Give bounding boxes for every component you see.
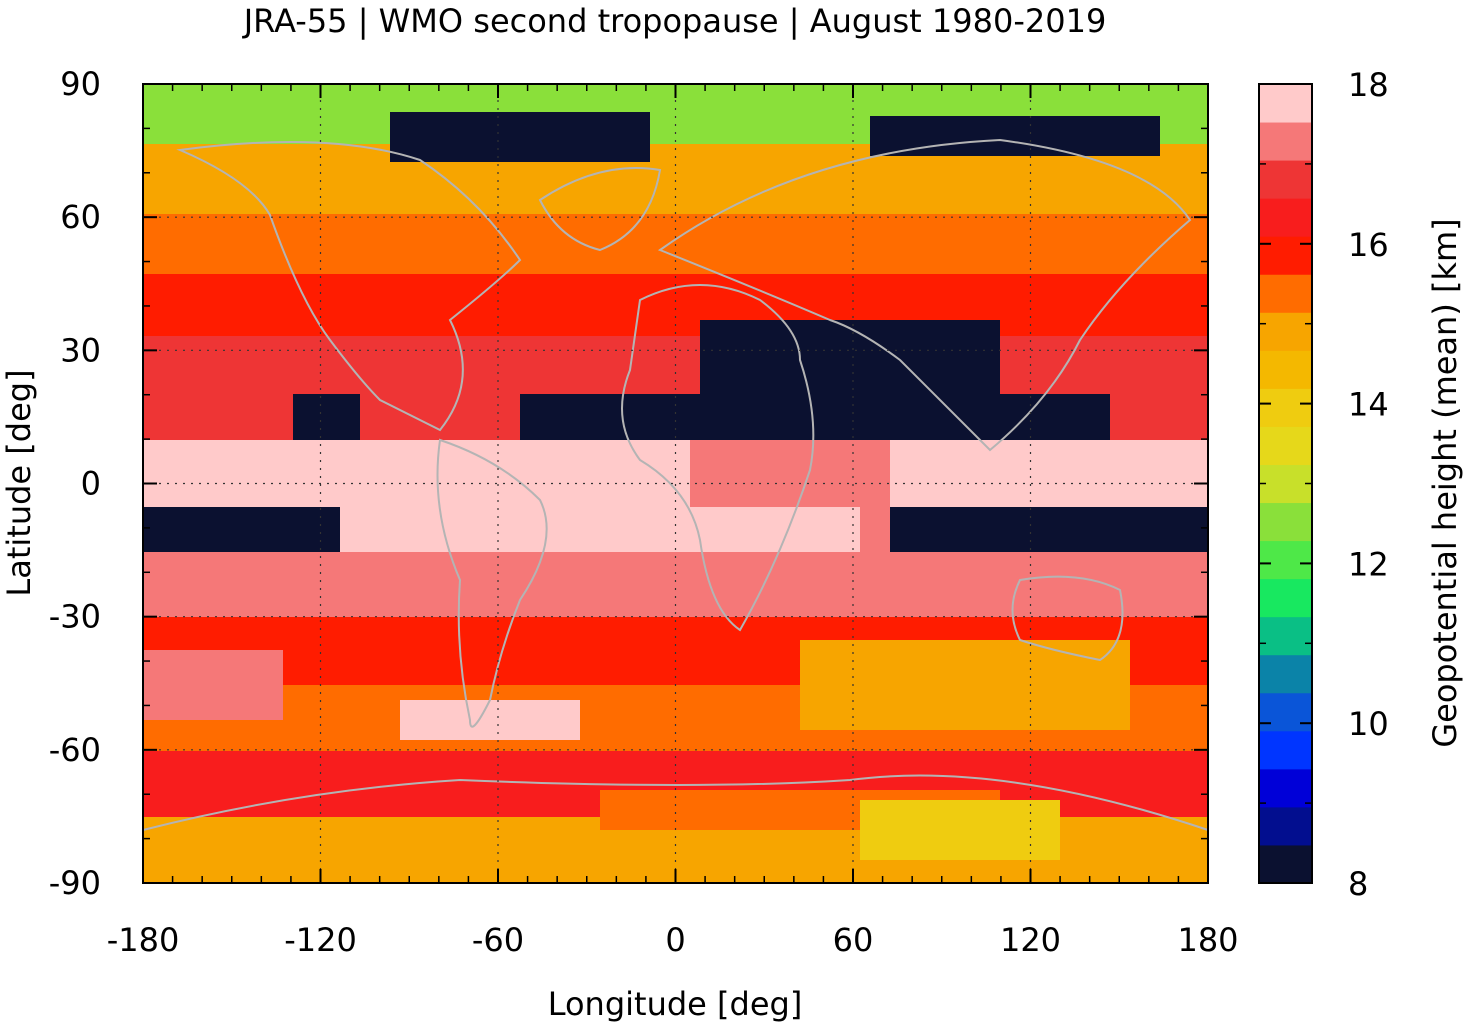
x-tick-label: -120 — [284, 921, 357, 959]
coastlines — [142, 138, 1209, 831]
colorbar-level — [1259, 540, 1312, 580]
patch-arctic-dark-2 — [870, 116, 1160, 156]
colorbar-level — [1259, 122, 1312, 161]
y-tick-label: -30 — [49, 598, 101, 636]
colorbar-level — [1259, 160, 1312, 199]
y-tick-label: -60 — [49, 731, 101, 769]
patch-southern-ocean-3 — [400, 700, 580, 740]
colorbar-tick-label: 14 — [1348, 386, 1389, 424]
y-axis-label: Latitude [deg] — [0, 369, 38, 596]
colorbar-level — [1259, 692, 1312, 732]
axis-ticks — [142, 83, 1209, 884]
colorbar-level — [1259, 274, 1312, 313]
coastline-africa-europe — [621, 284, 815, 632]
y-tick-label: 30 — [60, 331, 101, 369]
colorbar-tick-label: 16 — [1348, 226, 1389, 264]
colorbar-level — [1259, 768, 1312, 808]
x-axis-label: Longitude [deg] — [548, 985, 803, 1023]
band-equator — [143, 440, 1208, 507]
colorbar-ticks: 18 16 14 12 10 8 — [1259, 66, 1389, 903]
x-tick-label: 180 — [1177, 921, 1238, 959]
band-north-jet — [143, 274, 1208, 336]
colorbar-level — [1259, 312, 1312, 351]
x-tick-labels: -180 -120 -60 0 60 120 180 — [107, 921, 1239, 959]
y-tick-label: 60 — [60, 198, 101, 236]
y-tick-labels: 90 60 30 0 -30 -60 -90 — [49, 65, 101, 902]
y-tick-label: 0 — [81, 465, 101, 503]
x-tick-label: 60 — [833, 921, 874, 959]
patch-arctic-dark-1 — [390, 112, 650, 162]
x-tick-label: 120 — [1000, 921, 1061, 959]
plot-area — [142, 83, 1209, 884]
colorbar-level — [1259, 806, 1312, 846]
coastline-north-america — [176, 141, 522, 432]
coastline-eurasia — [657, 138, 1192, 452]
band-north-gap — [143, 394, 1208, 440]
colorbar-level — [1259, 730, 1312, 770]
colorbar-level — [1259, 844, 1312, 884]
coastline-greenland — [538, 167, 662, 252]
coastline-antarctica — [142, 774, 1209, 831]
grid-lines — [143, 84, 1208, 883]
colorbar-tick-label: 12 — [1348, 545, 1389, 583]
coastline-south-america — [436, 438, 548, 728]
x-tick-label: 0 — [665, 921, 685, 959]
colorbar-level — [1259, 426, 1312, 465]
x-tick-label: -180 — [107, 921, 180, 959]
colorbar-level — [1259, 198, 1312, 237]
colorbar-level — [1259, 502, 1312, 542]
colorbar-tick-label: 10 — [1348, 705, 1389, 743]
colorbar-tick-label: 8 — [1348, 865, 1368, 903]
chart-title: JRA-55 | WMO second tropopause | August … — [242, 2, 1107, 40]
band-south-subtropics — [143, 552, 1208, 617]
colorbar-level — [1259, 464, 1312, 504]
x-tick-label: -60 — [472, 921, 524, 959]
colorbar — [1259, 84, 1312, 884]
patch-gap-north-break-1 — [143, 394, 293, 440]
colorbar-level — [1259, 616, 1312, 656]
patch-southern-ocean-2 — [143, 650, 283, 720]
patch-asia-dark — [700, 320, 1000, 394]
colorbar-label: Geopotential height (mean) [km] — [1426, 218, 1464, 747]
colorbar-level — [1259, 350, 1312, 389]
patch-gap-north-break-3 — [1110, 394, 1208, 440]
colorbar-level — [1259, 84, 1312, 123]
y-tick-label: -90 — [49, 864, 101, 902]
colorbar-level — [1259, 236, 1312, 275]
y-tick-label: 90 — [60, 65, 101, 103]
patch-gap-north-break-2 — [360, 394, 520, 440]
coastline-australia — [1011, 575, 1124, 662]
colorbar-level — [1259, 654, 1312, 694]
colorbar-level — [1259, 388, 1312, 427]
colorbar-tick-label: 18 — [1348, 66, 1389, 104]
patch-antarctic-yellow — [860, 800, 1060, 860]
colorbar-level — [1259, 578, 1312, 618]
patch-gap-south-break-1 — [340, 507, 860, 552]
patch-southern-ocean-1 — [800, 640, 1130, 730]
